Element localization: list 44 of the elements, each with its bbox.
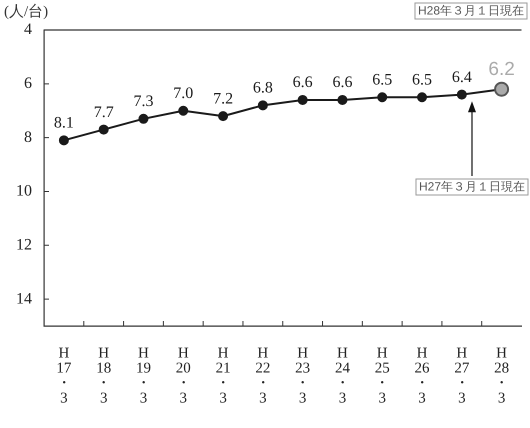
x-tick-label: H 23 ・ 3 xyxy=(295,345,310,406)
point xyxy=(178,106,188,116)
y-tick-label: 12 xyxy=(16,236,32,254)
data-label: 6.6 xyxy=(292,74,313,92)
point xyxy=(337,94,348,105)
data-label: 6.5 xyxy=(372,71,392,88)
x-tick-label: H 17 ・ 3 xyxy=(56,345,72,406)
point xyxy=(138,114,148,124)
text: H28年３月１日現在 xyxy=(418,3,524,18)
data-label: 7.7 xyxy=(94,104,114,121)
y-tick-label: 10 xyxy=(16,182,32,200)
x-tick-label: H 26 ・ 3 xyxy=(414,345,430,406)
point xyxy=(377,92,388,102)
x-tick-label: H 28 ・ 3 xyxy=(494,345,510,406)
y-tick-label: 4 xyxy=(24,21,32,38)
data-label: 7.3 xyxy=(133,93,154,110)
point xyxy=(258,100,268,110)
point xyxy=(218,111,228,122)
x-tick-label: H 21 ・ 3 xyxy=(216,345,231,406)
point xyxy=(456,90,467,100)
x-tick-label: H 20 ・ 3 xyxy=(176,345,191,406)
point xyxy=(98,124,109,135)
x-tick-label: H 18 ・ 3 xyxy=(96,345,112,406)
x-tick-label: H 27 ・ 3 xyxy=(454,345,470,406)
data-label: 6.4 xyxy=(452,68,472,86)
y-axis-title: (人/台) xyxy=(4,2,48,20)
y-tick-label: 6 xyxy=(24,75,32,92)
x-tick-label: H 25 ・ 3 xyxy=(374,345,390,406)
x-tick-label: H 24 ・ 3 xyxy=(334,345,350,406)
data-label: 7.0 xyxy=(173,84,194,102)
data-label: 6.8 xyxy=(252,80,273,97)
data-label: 6.5 xyxy=(412,71,432,88)
y-tick-label: 8 xyxy=(24,128,32,146)
data-label: 6.6 xyxy=(332,74,352,92)
data-label: 8.1 xyxy=(54,114,74,132)
x-tick-label: H 19 ・ 3 xyxy=(136,345,151,406)
point xyxy=(417,92,428,102)
data-label: 7.2 xyxy=(213,90,234,108)
data-label: 6.2 xyxy=(488,58,515,80)
point xyxy=(58,135,69,146)
y-tick-label: 14 xyxy=(16,290,32,308)
x-tick-label: H 22 ・ 3 xyxy=(255,345,270,406)
annotation: H27年３月１日現在 xyxy=(418,179,525,194)
point xyxy=(298,94,308,105)
